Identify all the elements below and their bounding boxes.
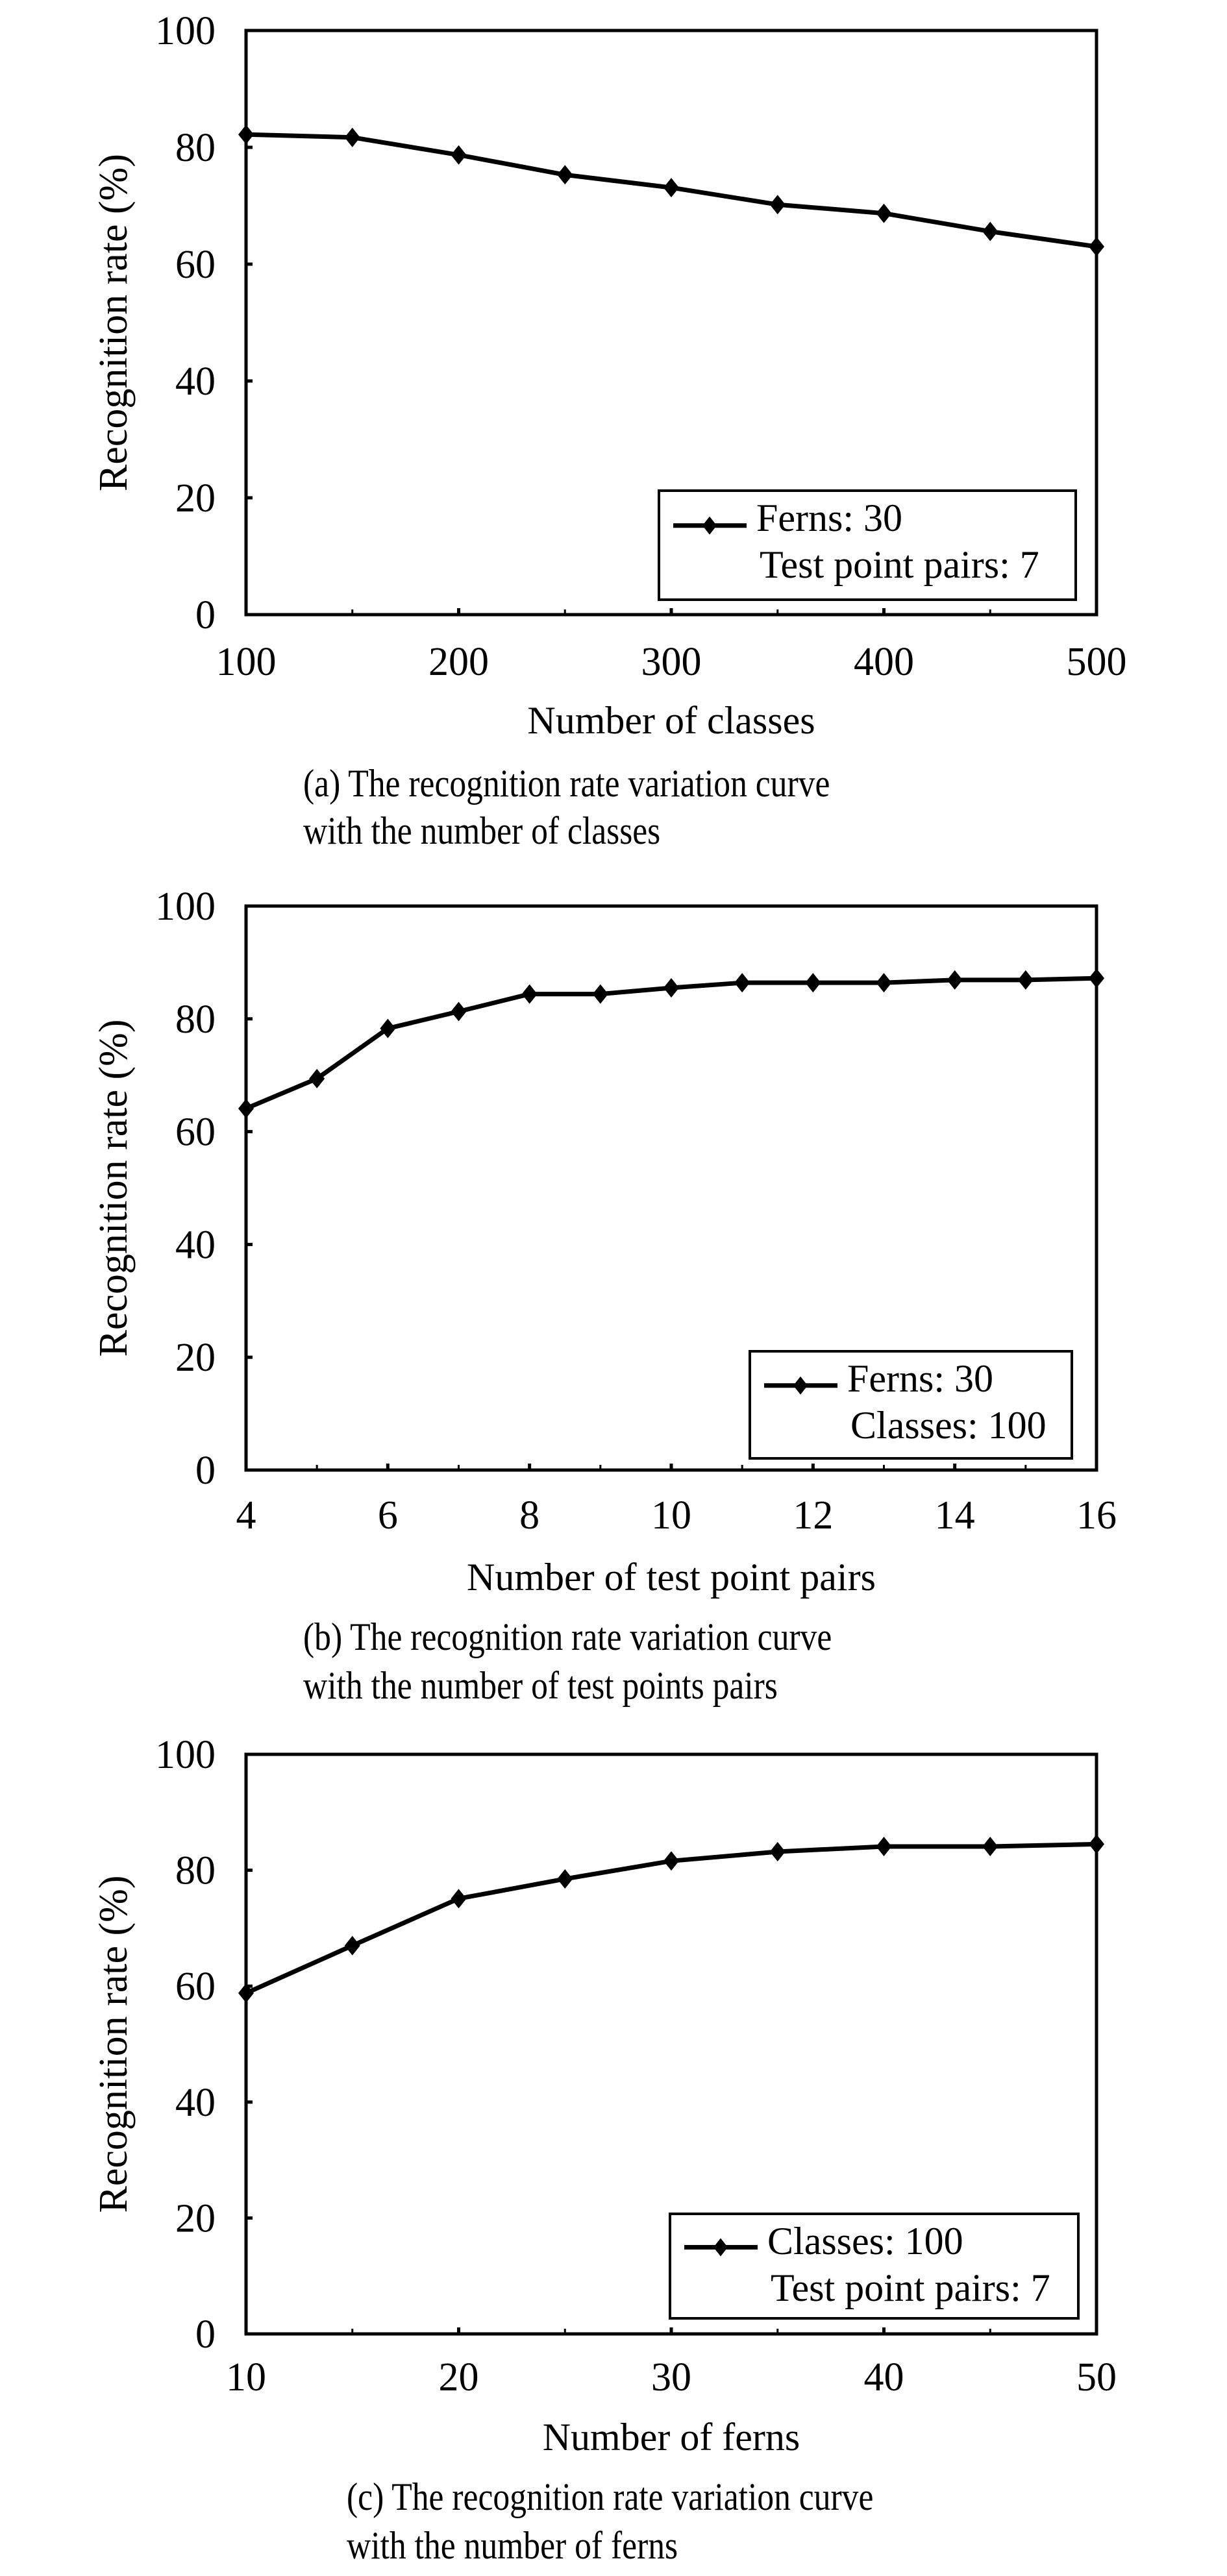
legend-entry: Classes: 100 — [850, 1404, 1047, 1447]
diamond-marker-icon — [769, 1842, 786, 1862]
diamond-marker-icon — [380, 1018, 396, 1038]
x-tick-label: 20 — [439, 2355, 479, 2399]
legend-diamond-icon — [713, 2238, 728, 2257]
diamond-marker-icon — [238, 125, 254, 145]
x-axis-label: Number of test point pairs — [467, 1556, 876, 1599]
x-tick-label: 10 — [226, 2355, 266, 2399]
y-tick-label: 40 — [175, 1223, 216, 1267]
x-tick-label: 14 — [935, 1493, 975, 1538]
diamond-marker-icon — [592, 984, 608, 1004]
y-tick-label: 0 — [195, 1449, 216, 1493]
y-tick-label: 80 — [175, 126, 216, 170]
diamond-marker-icon — [876, 203, 892, 223]
diamond-marker-icon — [238, 1983, 254, 2003]
y-tick-label: 100 — [155, 1733, 216, 1777]
x-axis-label: Number of ferns — [543, 2416, 800, 2459]
legend-entry: Test point pairs: 7 — [760, 543, 1039, 586]
legend-entry: Test point pairs: 7 — [771, 2266, 1050, 2309]
chart-a: 0 20 40 60 80 100 100 200 300 400 500 Number of cla… — [92, 9, 1127, 742]
x-tick-label: 10 — [651, 1493, 691, 1538]
y-axis-label: Recognition rate (%) — [92, 1020, 136, 1357]
diamond-marker-icon — [769, 195, 786, 215]
x-axis-label: Number of classes — [527, 699, 815, 742]
diamond-marker-icon — [982, 1836, 998, 1856]
y-tick-label: 0 — [195, 2312, 216, 2357]
diamond-marker-icon — [238, 1098, 254, 1118]
diamond-marker-icon — [1089, 1834, 1104, 1854]
diamond-marker-icon — [451, 1001, 467, 1022]
diamond-marker-icon — [557, 165, 573, 185]
legend-box — [658, 489, 1077, 601]
y-tick-label: 60 — [175, 1110, 216, 1155]
diamond-marker-icon — [521, 984, 538, 1004]
diamond-marker-icon — [344, 127, 360, 147]
diamond-marker-icon — [1017, 970, 1034, 990]
x-tick-label: 6 — [378, 1493, 398, 1538]
diamond-marker-icon — [451, 1889, 467, 1909]
legend-box — [749, 1350, 1073, 1460]
y-tick-label: 20 — [175, 2196, 216, 2240]
diamond-marker-icon — [451, 145, 467, 165]
diamond-marker-icon — [344, 1935, 360, 1956]
x-tick-label: 500 — [1067, 640, 1127, 684]
diamond-marker-icon — [734, 973, 750, 993]
caption-b-line2: with the number of test points pairs — [303, 1664, 778, 1707]
caption-a-line2: with the number of classes — [303, 809, 661, 852]
diamond-marker-icon — [876, 973, 892, 993]
y-tick-label: 40 — [175, 360, 216, 404]
y-tick-label: 20 — [175, 1336, 216, 1380]
y-tick-label: 0 — [195, 593, 216, 637]
x-tick-label: 400 — [854, 640, 914, 684]
x-tick-label: 12 — [793, 1493, 833, 1538]
y-tick-label: 40 — [175, 2081, 216, 2125]
y-tick-label: 80 — [175, 1849, 216, 1893]
caption-c-line1: (c) The recognition rate variation curve — [347, 2475, 874, 2518]
diamond-marker-icon — [805, 973, 821, 993]
y-tick-label: 60 — [175, 243, 216, 287]
diamond-marker-icon — [663, 178, 679, 198]
legend-diamond-icon — [702, 516, 717, 535]
diamond-marker-icon — [947, 970, 963, 990]
x-tick-label: 8 — [519, 1493, 539, 1538]
diamond-marker-icon — [1089, 968, 1104, 988]
chart-c: 0 20 40 60 80 100 10 20 30 40 50 Number of ferns Rec… — [92, 1733, 1117, 2459]
diamond-marker-icon — [557, 1869, 573, 1889]
x-tick-label: 16 — [1076, 1493, 1117, 1538]
diamond-marker-icon — [309, 1068, 325, 1088]
x-tick-label: 300 — [641, 640, 702, 684]
x-tick-label: 30 — [651, 2355, 691, 2399]
caption-c-line2: with the number of ferns — [347, 2524, 678, 2567]
diamond-marker-icon — [663, 978, 679, 998]
legend-entry: Classes: 100 — [767, 2220, 963, 2263]
x-tick-label: 4 — [236, 1493, 256, 1538]
legend-entry: Ferns: 30 — [847, 1357, 993, 1400]
y-tick-label: 20 — [175, 476, 216, 521]
caption-a-line1: (a) The recognition rate variation curve — [303, 762, 830, 805]
diamond-marker-icon — [663, 1851, 679, 1871]
y-tick-label: 100 — [155, 885, 216, 929]
diamond-marker-icon — [982, 221, 998, 241]
x-tick-label: 100 — [216, 640, 277, 684]
caption-b-line1: (b) The recognition rate variation curve — [303, 1615, 832, 1658]
y-axis-label: Recognition rate (%) — [92, 154, 136, 491]
y-tick-label: 80 — [175, 998, 216, 1042]
x-tick-label: 50 — [1076, 2355, 1117, 2399]
diamond-marker-icon — [1089, 237, 1104, 256]
series-line — [245, 975, 1097, 1111]
legend-diamond-icon — [793, 1376, 808, 1395]
x-tick-label: 40 — [864, 2355, 904, 2399]
legend-box — [669, 2213, 1080, 2320]
chart-b: 0 20 40 60 80 100 4 6 8 10 12 14 16 Number of test po… — [92, 885, 1117, 1599]
diamond-marker-icon — [876, 1836, 892, 1856]
y-tick-label: 100 — [155, 9, 216, 53]
y-axis-label: Recognition rate (%) — [92, 1876, 136, 2213]
x-tick-label: 200 — [428, 640, 489, 684]
legend-entry: Ferns: 30 — [756, 497, 902, 539]
y-tick-label: 60 — [175, 1965, 216, 2009]
